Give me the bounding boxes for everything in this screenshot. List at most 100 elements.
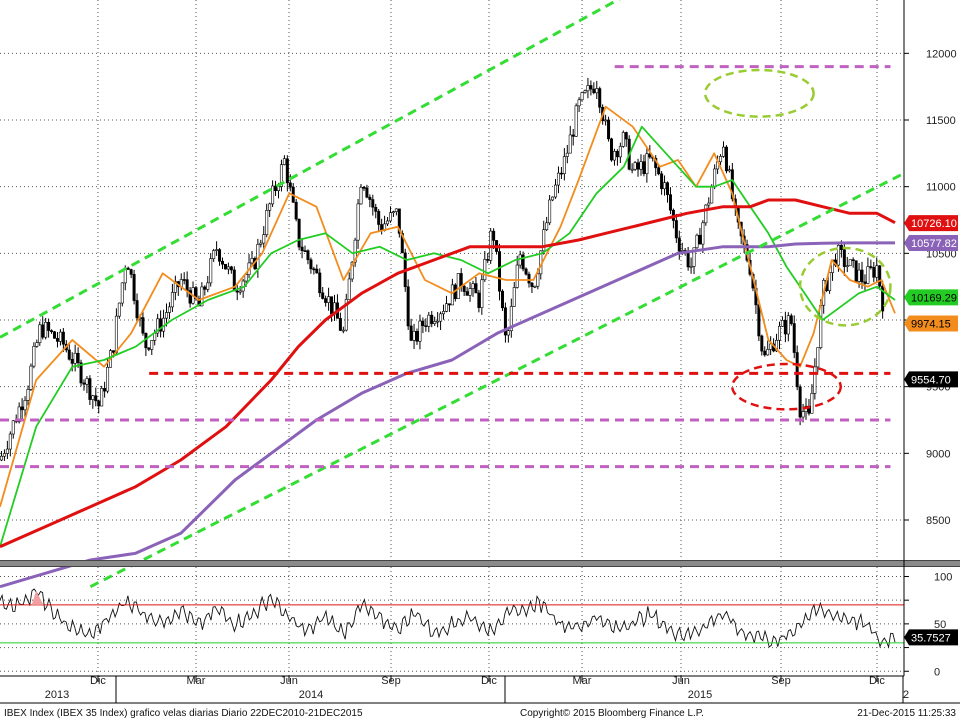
candle-body xyxy=(268,203,272,211)
candle-body xyxy=(509,306,513,332)
candle-body xyxy=(574,105,578,137)
candle-body xyxy=(710,186,714,204)
ytick-label-main: 10500 xyxy=(926,248,957,260)
candle-body xyxy=(798,386,802,418)
candle-body xyxy=(250,258,254,264)
candle-body xyxy=(330,296,334,315)
trend-channel-lower xyxy=(89,171,905,589)
candle-body xyxy=(462,285,466,292)
panel-separator xyxy=(0,560,960,567)
candle-body xyxy=(38,324,42,343)
candle-body xyxy=(97,400,101,407)
candle-body xyxy=(518,254,522,266)
candle-body xyxy=(556,172,560,186)
osc-line xyxy=(0,588,896,649)
candle-body xyxy=(418,320,422,342)
candle-body xyxy=(156,318,160,334)
candle-body xyxy=(365,187,369,198)
candle-body xyxy=(341,329,345,332)
candle-body xyxy=(851,259,855,262)
ma-line-3 xyxy=(0,241,895,589)
candle-body xyxy=(238,290,242,293)
candle-body xyxy=(147,347,151,350)
candle-body xyxy=(595,88,599,94)
xtick-label: Dic xyxy=(90,675,106,687)
candle-body xyxy=(686,251,690,268)
value-tag-3 xyxy=(904,315,958,332)
candle-body xyxy=(663,182,667,190)
candle-body xyxy=(26,389,30,401)
candle-body xyxy=(486,259,490,261)
candle-body xyxy=(642,161,646,175)
candle-body xyxy=(406,286,410,327)
candle-body xyxy=(306,250,310,261)
candle-body xyxy=(816,347,820,368)
candle-body xyxy=(465,291,469,296)
candle-body xyxy=(106,366,110,392)
candle-body xyxy=(11,420,15,435)
candle-body xyxy=(271,185,275,205)
candle-body xyxy=(347,278,351,300)
candle-body xyxy=(592,88,596,94)
candle-body xyxy=(648,153,652,158)
candle-body xyxy=(775,339,779,352)
year-label: 2 xyxy=(903,689,909,701)
candle-body xyxy=(300,246,304,251)
candle-body xyxy=(492,230,496,241)
year-label: 2015 xyxy=(688,689,712,701)
candle-body xyxy=(536,273,540,287)
candle-body xyxy=(209,258,213,284)
value-tag-label: 9974.15 xyxy=(911,318,951,330)
candle-body xyxy=(321,292,325,299)
candle-body xyxy=(610,138,614,161)
candle-body xyxy=(854,260,858,282)
candle-body xyxy=(698,234,702,245)
highlight-ellipse-0 xyxy=(703,68,815,118)
candle-body xyxy=(875,265,879,278)
value-tag-4 xyxy=(904,371,958,388)
candle-body xyxy=(456,273,460,300)
candle-body xyxy=(32,346,36,367)
candle-body xyxy=(524,268,528,275)
annotations xyxy=(0,0,905,644)
candle-body xyxy=(763,350,767,356)
value-tag-label: 9554.70 xyxy=(911,374,951,386)
candle-body xyxy=(869,266,873,268)
candle-body xyxy=(548,199,552,224)
candle-body xyxy=(350,261,354,280)
candle-body xyxy=(324,298,328,303)
candle-body xyxy=(527,273,531,284)
highlight-ellipse-2 xyxy=(730,362,842,411)
candle-body xyxy=(88,378,92,400)
trend-channel-upper xyxy=(0,0,621,339)
candle-body xyxy=(506,330,510,336)
candle-body xyxy=(633,162,637,170)
candle-body xyxy=(377,211,381,225)
ytick-label-main: 11000 xyxy=(926,182,956,194)
candle-body xyxy=(76,352,80,364)
candle-body xyxy=(719,156,723,163)
ytick-label-main: 8500 xyxy=(926,515,950,527)
candle-body xyxy=(368,196,372,200)
candle-body xyxy=(135,300,139,319)
candle-body xyxy=(244,274,248,282)
candle-body xyxy=(353,239,357,263)
candle-body xyxy=(111,350,115,353)
candle-body xyxy=(200,286,204,307)
year-label: 2014 xyxy=(299,689,323,701)
candle-body xyxy=(701,222,705,245)
candle-body xyxy=(545,222,549,231)
candle-body xyxy=(730,169,734,200)
xtick-label: Sep xyxy=(771,675,791,687)
candle-body xyxy=(839,245,843,251)
candle-body xyxy=(400,233,404,254)
candle-body xyxy=(433,321,437,324)
candle-body xyxy=(73,352,77,364)
candle-body xyxy=(397,208,401,234)
candle-body xyxy=(103,388,107,392)
candle-body xyxy=(2,453,6,457)
candle-body xyxy=(100,388,104,407)
ytick-label-main: 9000 xyxy=(926,448,950,460)
candle-body xyxy=(881,285,885,312)
candle-body xyxy=(777,325,781,341)
